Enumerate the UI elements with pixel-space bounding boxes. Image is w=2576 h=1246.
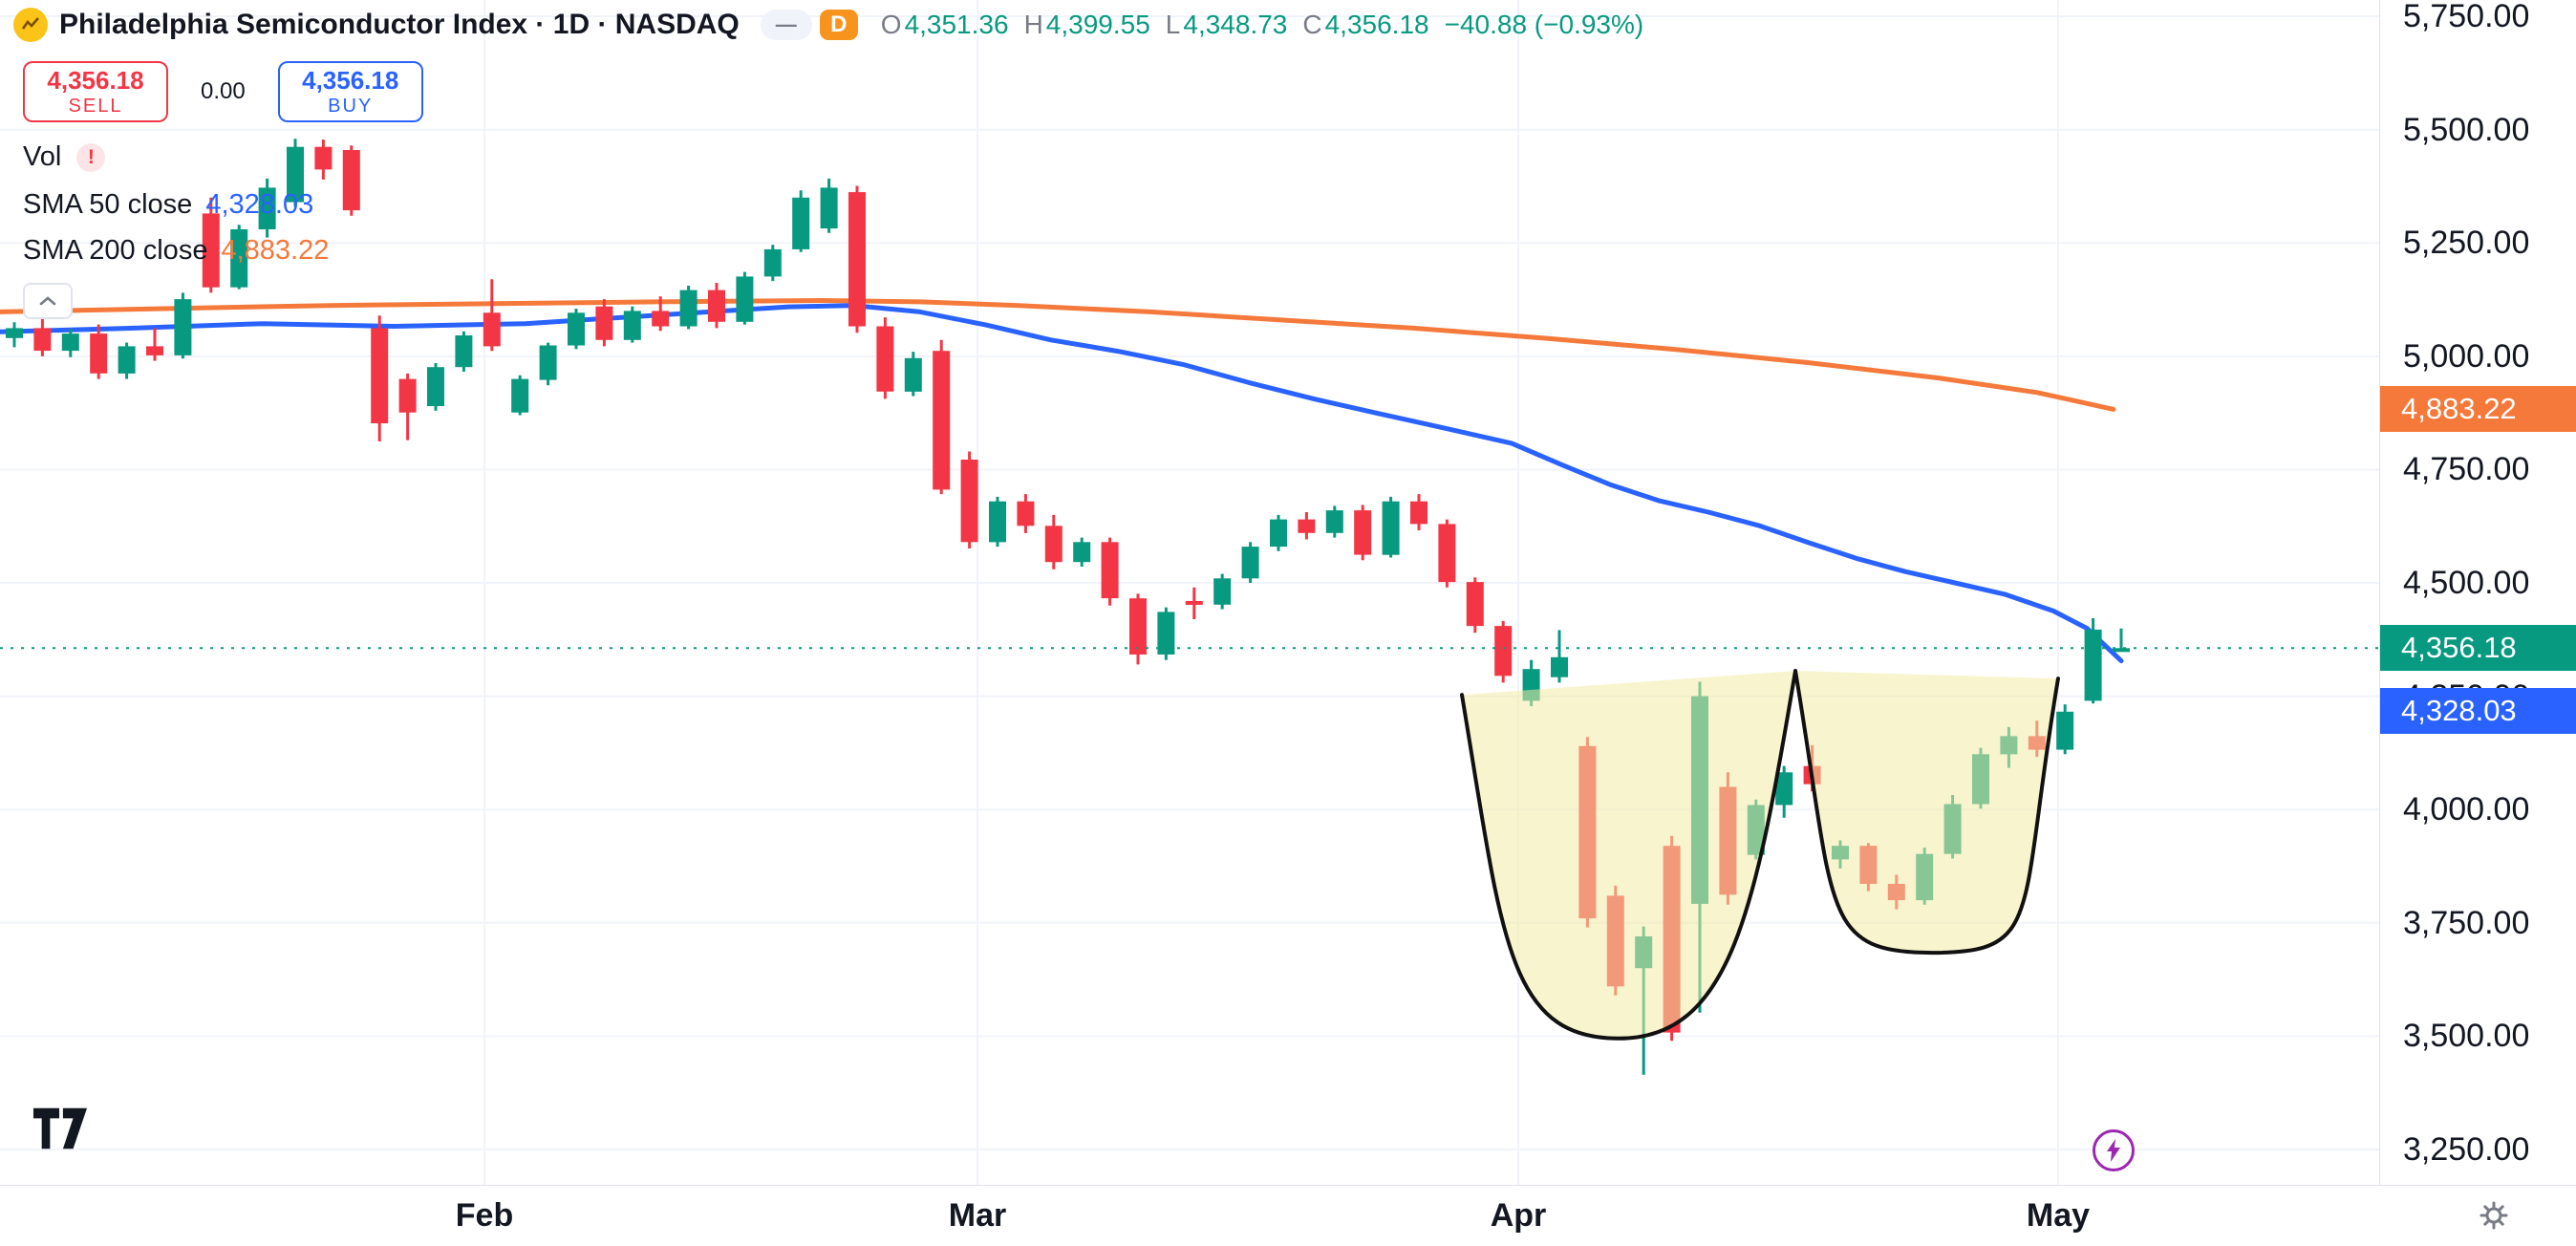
sma200-value: 4,883.22: [221, 235, 330, 266]
sma-50-line: [0, 303, 2124, 664]
sell-button[interactable]: 4,356.18 SELL: [23, 61, 168, 122]
change-value: −40.88 (−0.93%): [1444, 10, 1644, 39]
chevron-up-icon: [39, 296, 56, 306]
low-label: L: [1165, 10, 1181, 39]
time-axis-label: May: [2026, 1197, 2091, 1234]
double-bottom-pattern[interactable]: [1460, 669, 2060, 1041]
price-axis-badge: 4,883.22: [2380, 386, 2576, 433]
chart-pane[interactable]: [0, 0, 2379, 1185]
close-value: 4,356.18: [1324, 10, 1429, 39]
price-axis-label: 3,750.00: [2403, 904, 2530, 941]
volume-legend[interactable]: Vol !: [23, 141, 106, 173]
lightning-button[interactable]: [2093, 1129, 2135, 1171]
spread-value: 0.00: [201, 78, 246, 104]
low-field: L 4,348.73: [1166, 10, 1288, 40]
time-axis-label: Mar: [948, 1197, 1007, 1234]
sma200-legend[interactable]: SMA 200 close 4,883.22: [23, 235, 329, 267]
lightning-icon: [2107, 1139, 2120, 1162]
time-axis-label: Apr: [1490, 1197, 1547, 1234]
price-chart[interactable]: [0, 0, 2379, 1185]
sell-label: SELL: [68, 96, 123, 117]
price-axis-label: 5,000.00: [2403, 337, 2530, 375]
sell-price: 4,356.18: [47, 66, 144, 95]
settings-gear-icon[interactable]: [2479, 1200, 2509, 1231]
high-value: 4,399.55: [1045, 10, 1150, 39]
price-axis-label: 3,500.00: [2403, 1018, 2530, 1055]
open-value: 4,351.36: [904, 10, 1009, 39]
chart-header: Philadelphia Semiconductor Index · 1D · …: [13, 8, 1643, 42]
vol-label: Vol: [23, 141, 62, 172]
sma50-label: SMA 50 close: [23, 189, 193, 220]
sma50-legend[interactable]: SMA 50 close 4,328.03: [23, 189, 313, 221]
price-axis-label: 4,500.00: [2403, 565, 2530, 602]
price-axis-label: 4,750.00: [2403, 451, 2530, 488]
buy-label: BUY: [328, 96, 374, 117]
sma-lines: [0, 298, 2124, 664]
time-axis-label: Feb: [455, 1197, 514, 1234]
symbol-title[interactable]: Philadelphia Semiconductor Index · 1D · …: [59, 9, 740, 40]
price-axis-badge: 4,328.03: [2380, 687, 2576, 734]
sma200-label: SMA 200 close: [23, 235, 208, 266]
tradingview-logo-icon: [32, 1107, 88, 1149]
price-axis-label: 5,500.00: [2403, 111, 2530, 148]
legend-collapse-button[interactable]: [23, 283, 73, 319]
price-axis[interactable]: 5,750.00 5,500.00 5,250.00 5,000.00 4,750.00…: [2379, 0, 2576, 1185]
close-field: C 4,356.18: [1302, 10, 1428, 40]
buy-price: 4,356.18: [302, 66, 399, 95]
open-field: O 4,351.36: [881, 10, 1009, 40]
tradingview-watermark[interactable]: [32, 1106, 88, 1155]
symbol-logo-glyph: [21, 17, 39, 30]
low-value: 4,348.73: [1183, 10, 1288, 39]
interval-badge[interactable]: D: [819, 10, 858, 40]
trade-panel: 4,356.18 SELL 0.00 4,356.18 BUY: [23, 61, 423, 122]
price-axis-badge: 4,356.18: [2380, 625, 2576, 672]
candlestick-series: [6, 139, 2130, 1075]
collapsed-toolbar-pill[interactable]: —: [760, 10, 812, 40]
close-label: C: [1302, 10, 1322, 39]
high-field: H 4,399.55: [1024, 10, 1150, 40]
grid-lines: [0, 0, 2379, 1185]
ohlc-values: O 4,351.36 H 4,399.55 L 4,348.73 C 4,356.18 …: [881, 10, 1643, 40]
sma-200-line: [0, 298, 2116, 412]
high-label: H: [1023, 10, 1043, 39]
price-axis-label: 4,000.00: [2403, 791, 2530, 828]
time-axis[interactable]: Feb Mar Apr May: [0, 1185, 2576, 1246]
price-axis-label: 3,250.00: [2403, 1130, 2530, 1168]
price-axis-label: 5,750.00: [2403, 0, 2530, 35]
price-axis-label: 5,250.00: [2403, 225, 2530, 262]
open-label: O: [880, 10, 902, 39]
vol-warning-icon[interactable]: !: [76, 142, 106, 172]
buy-button[interactable]: 4,356.18 BUY: [277, 61, 423, 122]
symbol-logo: [13, 8, 48, 42]
sma50-value: 4,328.03: [205, 189, 314, 220]
